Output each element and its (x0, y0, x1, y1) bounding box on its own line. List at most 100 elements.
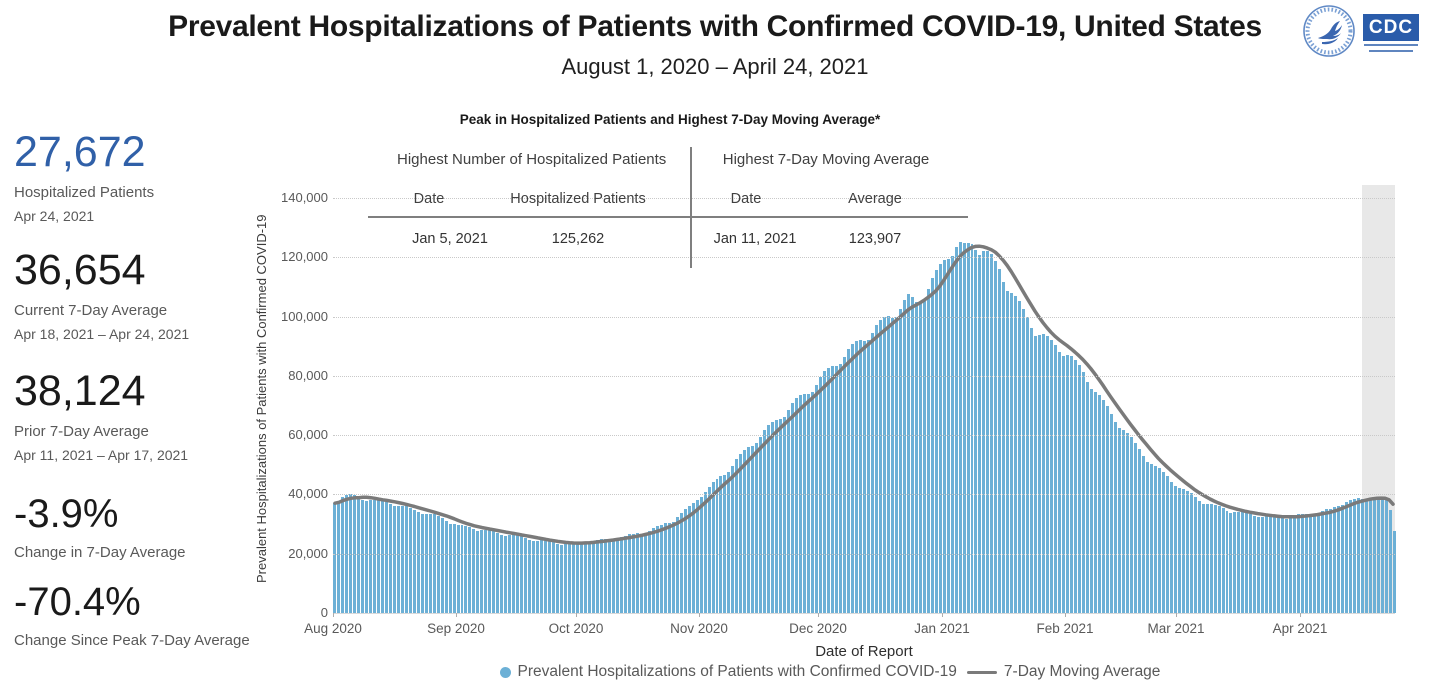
daily-hospitalizations-bar (504, 535, 508, 613)
daily-hospitalizations-bar (643, 533, 647, 613)
gridline (333, 553, 1395, 555)
y-axis-tick-label: 100,000 (281, 309, 328, 324)
daily-hospitalizations-bar (607, 538, 611, 613)
daily-hospitalizations-bar (1368, 498, 1372, 613)
daily-hospitalizations-bar (886, 316, 890, 613)
x-axis-tick-mark (699, 613, 700, 617)
cdc-logo-box: CDC (1363, 14, 1419, 41)
daily-hospitalizations-bar (759, 436, 763, 613)
daily-hospitalizations-bar (1002, 281, 1006, 613)
daily-hospitalizations-bar (839, 363, 842, 613)
daily-hospitalizations-bar (1388, 509, 1392, 613)
daily-hospitalizations-bar (711, 482, 715, 613)
daily-hospitalizations-bar (528, 539, 532, 613)
daily-hospitalizations-bar (364, 501, 368, 613)
peak-table-rule (368, 216, 968, 218)
daily-hospitalizations-bar (1205, 504, 1209, 613)
daily-hospitalizations-bar (588, 543, 591, 613)
daily-hospitalizations-bar (1181, 488, 1185, 613)
daily-hospitalizations-bar (440, 518, 444, 613)
daily-hospitalizations-bar (388, 504, 392, 613)
daily-hospitalizations-bar (751, 445, 755, 613)
daily-hospitalizations-bar (755, 443, 759, 613)
daily-hospitalizations-bar (492, 531, 496, 613)
x-axis-tick-mark (818, 613, 819, 617)
daily-hospitalizations-bar (1169, 481, 1173, 613)
daily-hospitalizations-bar (898, 308, 902, 613)
daily-hospitalizations-bar (635, 533, 639, 613)
legend-label: Prevalent Hospitalizations of Patients w… (517, 663, 957, 680)
daily-hospitalizations-bar (707, 486, 711, 613)
daily-hospitalizations-bar (1221, 508, 1225, 613)
daily-hospitalizations-bar (1034, 335, 1038, 613)
daily-hospitalizations-bar (930, 278, 934, 613)
x-axis-tick-mark (942, 613, 943, 617)
daily-hospitalizations-bar (727, 472, 731, 613)
daily-hospitalizations-bar (1329, 508, 1333, 613)
daily-hospitalizations-bar (1173, 486, 1177, 613)
daily-hospitalizations-bar (516, 535, 520, 613)
daily-hospitalizations-bar (1129, 437, 1133, 613)
daily-hospitalizations-bar (938, 264, 942, 613)
daily-hospitalizations-bar (675, 517, 679, 613)
daily-hospitalizations-bar (1149, 464, 1153, 613)
daily-hospitalizations-bar (336, 501, 340, 613)
daily-hospitalizations-bar (719, 476, 723, 613)
daily-hospitalizations-bar (1050, 340, 1054, 613)
daily-hospitalizations-bar (496, 532, 500, 613)
daily-hospitalizations-bar (1038, 334, 1042, 613)
daily-hospitalizations-bar (691, 502, 695, 613)
daily-hospitalizations-bar (1046, 336, 1050, 613)
daily-hospitalizations-bar (803, 393, 807, 613)
daily-hospitalizations-bar (683, 509, 687, 613)
daily-hospitalizations-bar (576, 541, 580, 613)
daily-hospitalizations-bar (667, 522, 671, 613)
daily-hospitalizations-bar (679, 512, 683, 613)
daily-hospitalizations-bar (1014, 295, 1018, 613)
daily-hospitalizations-bar (835, 365, 839, 613)
legend-item-line[interactable]: 7-Day Moving Average (966, 663, 1160, 681)
page-subtitle: August 1, 2020 – April 24, 2021 (561, 54, 869, 79)
daily-hospitalizations-bar (735, 459, 739, 613)
stat-label: Hospitalized Patients (14, 184, 155, 201)
daily-hospitalizations-bar (942, 260, 946, 613)
peak-table-right-header: Highest 7-Day Moving Average (722, 151, 930, 168)
daily-hospitalizations-bar (500, 534, 504, 613)
daily-hospitalizations-bar (472, 529, 476, 613)
daily-hospitalizations-bar (934, 270, 938, 613)
daily-hospitalizations-bar (1058, 351, 1062, 613)
daily-bars-layer[interactable] (333, 185, 1396, 613)
daily-hospitalizations-bar (436, 516, 440, 613)
daily-hospitalizations-bar (572, 542, 576, 613)
daily-hospitalizations-bar (922, 299, 926, 613)
daily-hospitalizations-bar (1289, 517, 1293, 613)
daily-hospitalizations-bar (1360, 499, 1364, 613)
daily-hospitalizations-bar (1082, 371, 1086, 613)
daily-hospitalizations-bar (890, 317, 894, 613)
daily-hospitalizations-bar (1285, 518, 1289, 613)
daily-hospitalizations-bar (412, 509, 416, 613)
daily-hospitalizations-bar (998, 269, 1002, 613)
legend-item-bars[interactable]: Prevalent Hospitalizations of Patients w… (499, 663, 957, 681)
daily-hospitalizations-bar (631, 533, 635, 613)
x-axis-tick-label: Apr 2021 (1272, 621, 1328, 636)
daily-hospitalizations-bar (962, 242, 966, 613)
daily-hospitalizations-bar (348, 494, 352, 613)
daily-hospitalizations-bar (882, 317, 886, 613)
daily-hospitalizations-bar (1137, 449, 1141, 613)
peak-table-divider (690, 147, 692, 268)
y-axis-tick-label: 40,000 (288, 486, 328, 501)
daily-hospitalizations-bar (404, 506, 408, 613)
daily-hospitalizations-bar (627, 534, 631, 613)
daily-hospitalizations-bar (1090, 389, 1094, 613)
daily-hospitalizations-bar (372, 499, 376, 613)
daily-hospitalizations-bar (974, 250, 978, 613)
daily-hospitalizations-bar (1325, 509, 1329, 613)
daily-hospitalizations-bar (1062, 356, 1066, 613)
daily-hospitalizations-bar (1253, 516, 1257, 613)
daily-hospitalizations-bar (384, 501, 388, 613)
daily-hospitalizations-bar (1018, 300, 1022, 613)
daily-hospitalizations-bar (1392, 531, 1396, 613)
daily-hospitalizations-bar (584, 542, 587, 613)
